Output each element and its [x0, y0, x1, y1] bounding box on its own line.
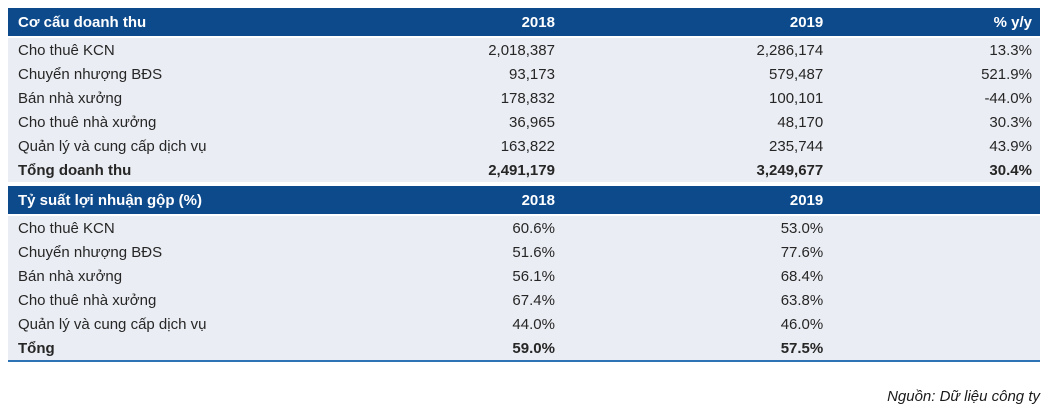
table-row: Bán nhà xưởng 178,832 100,101 -44.0% — [8, 86, 1040, 110]
cell-value: 30.3% — [989, 113, 1032, 131]
cell-value: 48,170 — [777, 113, 824, 131]
cell-value: -44.0% — [984, 89, 1032, 107]
table-row: Bán nhà xưởng 56.1% 68.4% — [8, 264, 1040, 288]
cell-value: 68.4% — [780, 267, 824, 285]
tables-container: Cơ cấu doanh thu 2018 2019 % y/y Cho thuê KC… — [8, 8, 1040, 362]
row-label: Chuyển nhượng BĐS — [18, 243, 163, 261]
table-title: Cơ cấu doanh thu — [18, 13, 147, 31]
row-label: Quản lý và cung cấp dịch vụ — [18, 315, 207, 333]
column-header: 2018 — [521, 13, 555, 31]
cell-value: 30.4% — [989, 161, 1032, 179]
row-label: Tổng doanh thu — [18, 161, 132, 179]
cell-value: 53.0% — [780, 219, 824, 237]
row-label: Bán nhà xưởng — [18, 89, 123, 107]
column-header: 2018 — [521, 191, 555, 209]
table-row: Chuyển nhượng BĐS 51.6% 77.6% — [8, 240, 1040, 264]
cell-value: 521.9% — [981, 65, 1032, 83]
cell-value: 63.8% — [780, 291, 824, 309]
cell-value: 13.3% — [989, 41, 1032, 59]
cell-value: 57.5% — [780, 339, 824, 357]
table-row: Chuyển nhượng BĐS 93,173 579,487 521.9% — [8, 62, 1040, 86]
table-header: Tỷ suất lợi nhuận gộp (%) 2018 2019 — [8, 186, 1040, 214]
cell-value: 163,822 — [500, 137, 555, 155]
table-row: Cho thuê nhà xưởng 67.4% 63.8% — [8, 288, 1040, 312]
column-header: % y/y — [993, 13, 1032, 31]
cell-value: 43.9% — [989, 137, 1032, 155]
table-0: Cơ cấu doanh thu 2018 2019 % y/y Cho thuê KC… — [8, 8, 1040, 182]
cell-value: 2,018,387 — [488, 41, 555, 59]
table-row: Quản lý và cung cấp dịch vụ 44.0% 46.0% — [8, 312, 1040, 336]
row-label: Chuyển nhượng BĐS — [18, 65, 163, 83]
cell-value: 3,249,677 — [756, 161, 824, 179]
cell-value: 235,744 — [769, 137, 824, 155]
table-row: Quản lý và cung cấp dịch vụ 163,822 235,74… — [8, 134, 1040, 158]
cell-value: 36,965 — [509, 113, 555, 131]
column-header: 2019 — [789, 191, 824, 209]
row-label: Quản lý và cung cấp dịch vụ — [18, 137, 207, 155]
row-label: Cho thuê nhà xưởng — [18, 291, 157, 309]
cell-value: 44.0% — [512, 315, 555, 333]
cell-value: 77.6% — [780, 243, 824, 261]
row-label: Cho thuê nhà xưởng — [18, 113, 157, 131]
row-label: Cho thuê KCN — [18, 219, 115, 237]
cell-value: 51.6% — [512, 243, 555, 261]
cell-value: 67.4% — [512, 291, 555, 309]
column-header: 2019 — [789, 13, 824, 31]
cell-value: 56.1% — [512, 267, 555, 285]
table-1: Tỷ suất lợi nhuận gộp (%) 2018 2019 Cho thu… — [8, 186, 1040, 362]
table-header: Cơ cấu doanh thu 2018 2019 % y/y — [8, 8, 1040, 36]
table-row: Cho thuê KCN 2,018,387 2,286,174 13.3% — [8, 38, 1040, 62]
table-row: Cho thuê nhà xưởng 36,965 48,170 30.3% — [8, 110, 1040, 134]
cell-value: 579,487 — [769, 65, 824, 83]
row-label: Bán nhà xưởng — [18, 267, 123, 285]
table-title: Tỷ suất lợi nhuận gộp (%) — [18, 191, 202, 209]
table-row: Tổng doanh thu 2,491,179 3,249,677 30.4% — [8, 158, 1040, 182]
cell-value: 60.6% — [512, 219, 555, 237]
cell-value: 46.0% — [780, 315, 824, 333]
source-note: Nguồn: Dữ liệu công ty — [887, 388, 1040, 405]
table-row: Tổng 59.0% 57.5% — [8, 336, 1040, 360]
row-label: Cho thuê KCN — [18, 41, 115, 59]
cell-value: 2,286,174 — [756, 41, 824, 59]
cell-value: 100,101 — [769, 89, 824, 107]
row-label: Tổng — [18, 339, 55, 357]
cell-value: 2,491,179 — [488, 161, 555, 179]
cell-value: 178,832 — [500, 89, 555, 107]
table-row: Cho thuê KCN 60.6% 53.0% — [8, 216, 1040, 240]
cell-value: 59.0% — [512, 339, 555, 357]
cell-value: 93,173 — [509, 65, 555, 83]
